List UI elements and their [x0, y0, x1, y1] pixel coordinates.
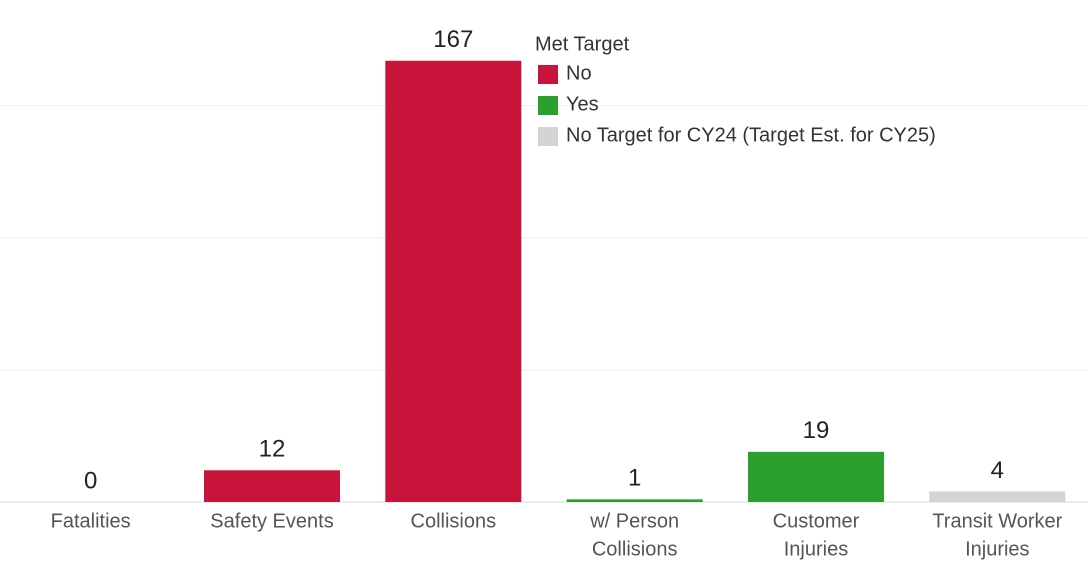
- legend: Met Target No Yes No Target for CY24 (Targ…: [535, 33, 936, 146]
- bars: Fatalities 0 Safety Events 12 Collisions 167 w…: [51, 26, 1066, 560]
- grid: [0, 105, 1088, 503]
- x-tick-label: Injuries: [784, 538, 848, 560]
- legend-label: No: [566, 62, 592, 84]
- x-tick-label: Customer: [773, 510, 860, 532]
- x-tick-label: Transit Worker: [932, 510, 1062, 532]
- x-tick-label: Collisions: [411, 510, 497, 532]
- value-label: 12: [259, 436, 286, 463]
- legend-swatch: [538, 96, 558, 115]
- legend-swatch: [538, 65, 558, 84]
- legend-swatch: [538, 127, 558, 146]
- legend-label: Yes: [566, 93, 599, 115]
- legend-label: No Target for CY24 (Target Est. for CY25…: [566, 124, 936, 146]
- x-tick-label: Fatalities: [51, 510, 131, 532]
- x-tick-label: Safety Events: [210, 510, 333, 532]
- x-tick-label: Injuries: [965, 538, 1029, 560]
- value-label: 0: [84, 467, 97, 494]
- value-label: 19: [803, 417, 830, 444]
- bar: [204, 470, 340, 502]
- x-tick-label: w/ Person: [589, 510, 679, 532]
- value-label: 167: [433, 26, 473, 53]
- x-tick-label: Collisions: [592, 538, 678, 560]
- bar: [566, 499, 703, 502]
- bar: [929, 491, 1066, 502]
- bar: [748, 451, 884, 502]
- value-label: 4: [991, 457, 1004, 484]
- legend-title: Met Target: [535, 33, 630, 55]
- bar: [385, 60, 522, 502]
- value-label: 1: [628, 465, 641, 492]
